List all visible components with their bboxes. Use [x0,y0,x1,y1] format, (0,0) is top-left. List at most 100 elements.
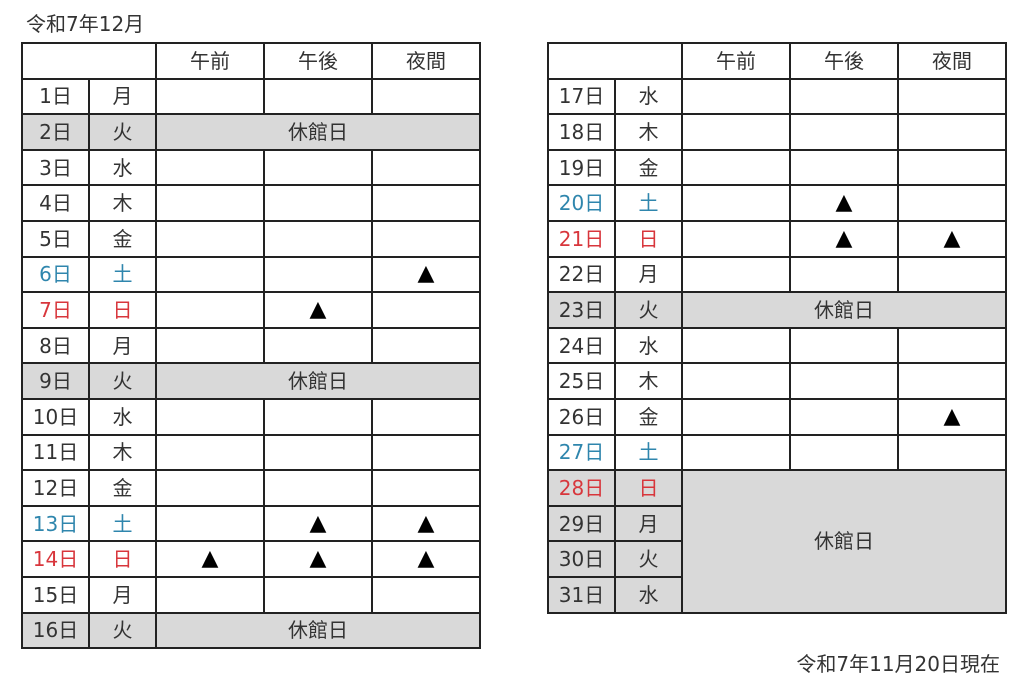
slot-afternoon [263,77,373,116]
day-cell: 25日 [547,362,616,400]
slot-afternoon [789,362,899,400]
day-row: 23日火休館日 [547,291,1007,329]
slot-morning [155,148,265,187]
weekday-cell: 土 [614,184,683,222]
weekday-cell: 日 [88,540,157,578]
day-cell: 22日 [547,255,616,294]
header-afternoon: 午後 [789,42,899,80]
day-row: 27日土 [547,433,1007,472]
day-row: 7日日 ▲ [21,291,481,329]
day-cell: 5日 [21,219,90,258]
slot-evening [897,77,1007,116]
slot-evening [897,433,1007,472]
weekday-cell: 火 [88,362,157,400]
closed-cell: 休館日 [681,469,1007,614]
day-cell: 7日 [21,291,90,329]
day-row: 28日日休館日 [547,469,1007,614]
slot-evening [897,255,1007,294]
slot-evening [371,77,481,116]
slot-afternoon [263,219,373,258]
header-row: 午前 午後 夜間 [21,42,481,80]
slot-afternoon [789,397,899,436]
day-row: 19日金 [547,148,1007,187]
day-cell: 27日 [547,433,616,472]
weekday-cell: 月 [88,575,157,614]
weekday-cell: 月 [88,326,157,365]
day-row: 22日月 [547,255,1007,294]
slot-morning [155,219,265,258]
day-row: 12日金 [21,469,481,507]
slot-evening [897,148,1007,187]
weekday-cell: 水 [614,575,683,614]
slot-evening [371,433,481,472]
slot-evening [371,219,481,258]
day-row: 2日火休館日 [21,113,481,151]
updated-date: 令和7年11月20日現在 [796,652,1000,676]
header-evening: 夜間 [897,42,1007,80]
slot-morning [681,255,791,294]
slot-morning [681,397,791,436]
schedule-table-left: 午前 午後 夜間 1日月 2日火休館日 3日水 4日木 5日金 6日土 ▲ 7日日 ▲ 8日月 9日… [21,42,481,650]
triangle-mark-evening: ▲ [897,397,1007,436]
header-afternoon: 午後 [263,42,373,80]
weekday-cell: 木 [88,184,157,222]
slot-evening [897,362,1007,400]
schedule-table-right: 午前 午後 夜間 17日水 18日木 19日金 20日土 ▲ 21日日 ▲ ▲ 22日月 23日火… [547,42,1007,614]
day-row: 1日月 [21,77,481,116]
weekday-cell: 火 [614,291,683,329]
triangle-mark-evening: ▲ [371,255,481,294]
day-row: 3日水 [21,148,481,187]
day-cell: 23日 [547,291,616,329]
day-cell: 10日 [21,397,90,436]
day-row: 26日金 ▲ [547,397,1007,436]
day-row: 10日水 [21,397,481,436]
day-row: 5日金 [21,219,481,258]
weekday-cell: 日 [88,291,157,329]
day-cell: 3日 [21,148,90,187]
day-cell: 28日 [547,469,616,507]
triangle-mark-evening: ▲ [371,540,481,578]
day-row: 21日日 ▲ ▲ [547,219,1007,258]
slot-evening [371,397,481,436]
weekday-cell: 水 [614,326,683,365]
day-row: 18日木 [547,113,1007,151]
day-cell: 13日 [21,504,90,543]
slot-morning [155,291,265,329]
header-morning: 午前 [155,42,265,80]
triangle-mark-evening: ▲ [371,504,481,543]
weekday-cell: 日 [614,469,683,507]
slot-evening [897,184,1007,222]
header-blank [547,42,683,80]
day-cell: 2日 [21,113,90,151]
weekday-cell: 水 [88,397,157,436]
slot-afternoon [263,575,373,614]
slot-evening [897,113,1007,151]
slot-afternoon [263,326,373,365]
calendar-title: 令和7年12月 [26,12,145,36]
triangle-mark-evening: ▲ [897,219,1007,258]
day-row: 25日木 [547,362,1007,400]
weekday-cell: 月 [614,255,683,294]
triangle-mark-afternoon: ▲ [263,504,373,543]
slot-evening [371,575,481,614]
day-cell: 15日 [21,575,90,614]
weekday-cell: 土 [88,504,157,543]
closed-cell: 休館日 [155,113,481,151]
day-cell: 26日 [547,397,616,436]
slot-evening [371,326,481,365]
slot-afternoon [789,148,899,187]
day-cell: 6日 [21,255,90,294]
weekday-cell: 木 [614,113,683,151]
day-row: 31日水 [547,575,1006,614]
slot-afternoon [789,255,899,294]
slot-morning [681,362,791,400]
slot-afternoon [789,77,899,116]
day-cell: 21日 [547,219,616,258]
closed-cell: 休館日 [681,291,1007,329]
weekday-cell: 木 [614,362,683,400]
header-blank [21,42,157,80]
day-cell: 24日 [547,326,616,365]
slot-morning [155,433,265,472]
weekday-cell: 水 [614,77,683,116]
slot-morning [681,184,791,222]
